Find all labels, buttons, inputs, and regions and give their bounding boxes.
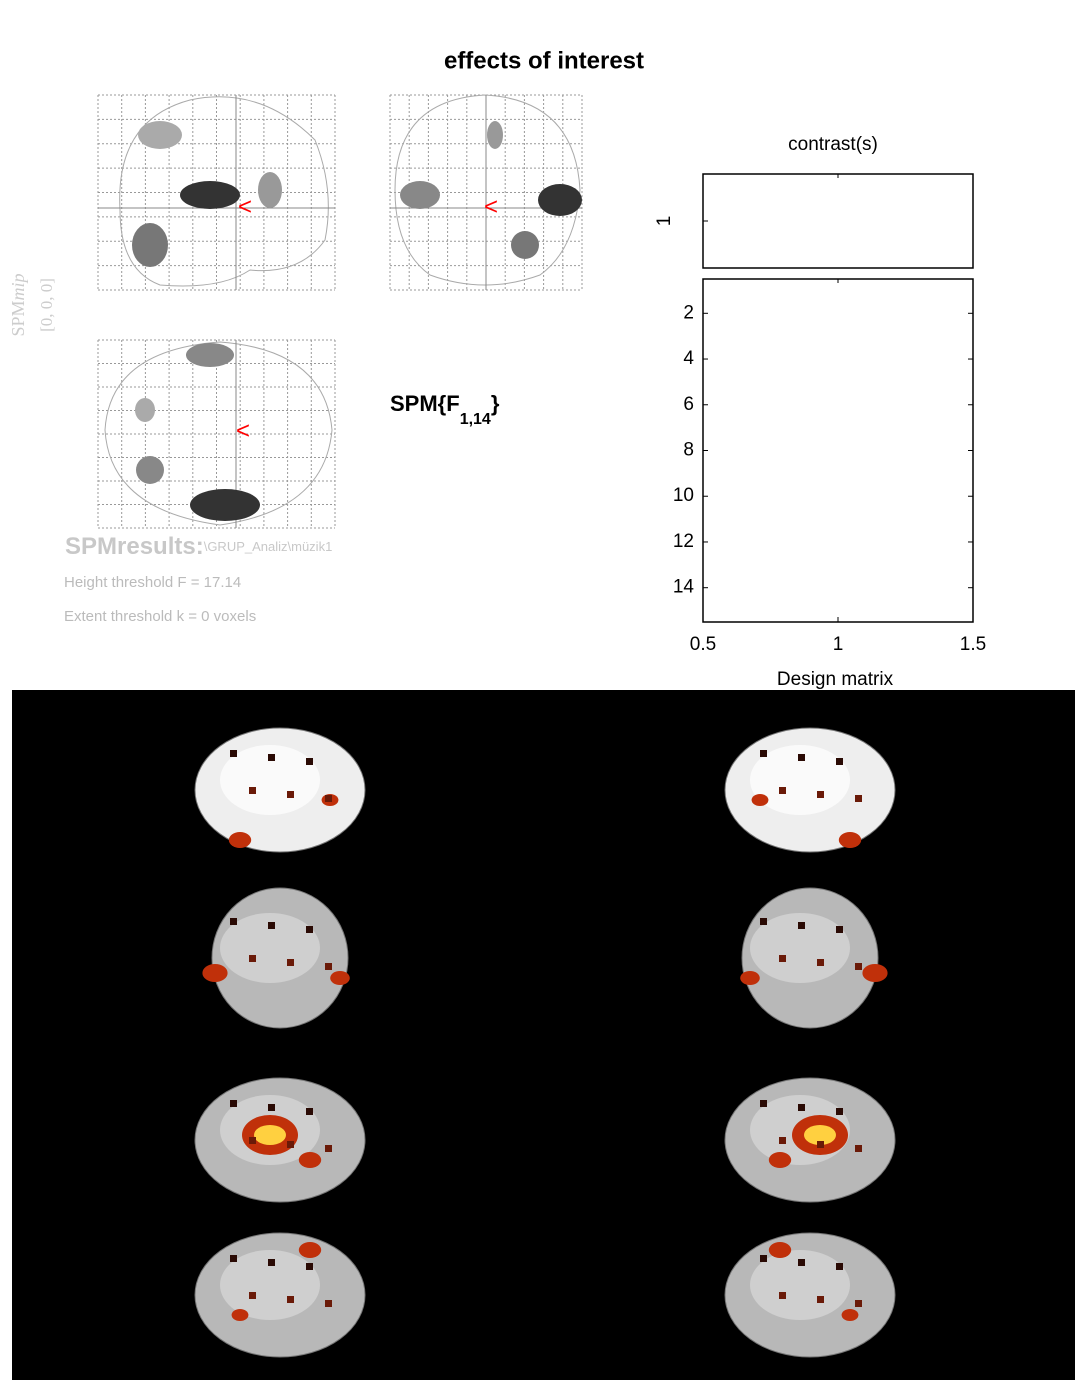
y-tick-label: 14 xyxy=(673,577,695,598)
activation-voxel xyxy=(325,963,332,970)
brain xyxy=(725,1233,895,1357)
activation-voxel xyxy=(287,959,294,966)
mip-label-italic: mip xyxy=(8,273,28,300)
activation-voxel xyxy=(325,795,332,802)
activation-voxel xyxy=(798,1104,805,1111)
activation xyxy=(299,1152,321,1168)
x-tick-label: 0.5 xyxy=(690,634,716,655)
activation-voxel xyxy=(779,1137,786,1144)
activation-voxel xyxy=(836,1263,843,1270)
y-tick-label: 8 xyxy=(683,440,694,461)
activation-voxel xyxy=(760,1100,767,1107)
brain xyxy=(195,1078,365,1202)
title: effects of interest xyxy=(444,47,644,74)
activation xyxy=(752,794,769,806)
activation-voxel xyxy=(836,1108,843,1115)
y-tick-label: 4 xyxy=(683,348,694,369)
activation-voxel xyxy=(287,1141,294,1148)
activation-voxel xyxy=(779,1292,786,1299)
activation-voxel xyxy=(230,750,237,757)
brain xyxy=(195,728,365,852)
activation-voxel xyxy=(249,1137,256,1144)
activation-voxel xyxy=(230,1100,237,1107)
mip-label-text: SPM xyxy=(8,300,28,336)
activation-voxel xyxy=(817,791,824,798)
activation xyxy=(842,1309,859,1321)
statistic-subscript: 1,14 xyxy=(460,411,491,428)
activation-voxel xyxy=(325,1145,332,1152)
activation-voxel xyxy=(836,758,843,765)
render-panel xyxy=(12,690,1075,1380)
activation-voxel xyxy=(855,1300,862,1307)
results-path: \GRUP_Analiz\müzik1 xyxy=(204,539,333,554)
activation-voxel xyxy=(268,1104,275,1111)
activation-voxel xyxy=(798,922,805,929)
activation-voxel xyxy=(798,1259,805,1266)
activation-voxel xyxy=(249,1292,256,1299)
activation xyxy=(232,1309,249,1321)
activation-voxel xyxy=(817,959,824,966)
activation-voxel xyxy=(306,926,313,933)
activation-voxel xyxy=(230,1255,237,1262)
mip-coords: [0, 0, 0] xyxy=(37,278,56,332)
activation xyxy=(839,832,861,848)
activation-voxel xyxy=(760,1255,767,1262)
activation-voxel xyxy=(817,1296,824,1303)
x-tick-label: 1 xyxy=(833,634,844,655)
activation-peak xyxy=(254,1125,286,1145)
contrast-title: contrast(s) xyxy=(788,134,878,155)
activation xyxy=(202,964,227,982)
activation xyxy=(299,1242,321,1258)
statistic-close: } xyxy=(491,391,500,416)
activation-voxel xyxy=(836,926,843,933)
activation-voxel xyxy=(306,758,313,765)
brain xyxy=(195,1233,365,1357)
activation xyxy=(862,964,887,982)
activation-voxel xyxy=(760,750,767,757)
activation-voxel xyxy=(855,1145,862,1152)
activation-voxel xyxy=(325,1300,332,1307)
activation-voxel xyxy=(306,1108,313,1115)
activation-voxel xyxy=(306,1263,313,1270)
activation-voxel xyxy=(817,1141,824,1148)
activation-voxel xyxy=(268,1259,275,1266)
svg-text:<: < xyxy=(238,193,252,220)
statistic-text: SPM{F xyxy=(390,391,460,416)
results-title-text: SPMresults: xyxy=(65,533,204,560)
svg-text:SPMmip: SPMmip xyxy=(8,273,28,336)
x-tick-label: 1.5 xyxy=(960,634,986,655)
activation-voxel xyxy=(779,787,786,794)
extent-threshold: Extent threshold k = 0 voxels xyxy=(64,608,256,625)
activation-voxel xyxy=(268,754,275,761)
activation-voxel xyxy=(798,754,805,761)
activation xyxy=(769,1242,791,1258)
activation xyxy=(229,832,251,848)
design-matrix-label: Design matrix xyxy=(777,669,894,690)
y-tick-label: 10 xyxy=(673,485,694,506)
y-tick-label: 2 xyxy=(683,302,694,323)
spm-window: effects of interest < < < SPMmip [0, 0, … xyxy=(0,0,1075,1380)
activation-voxel xyxy=(230,918,237,925)
y-tick-label: 12 xyxy=(673,531,694,552)
activation xyxy=(330,971,350,985)
y-tick-label: 6 xyxy=(683,394,694,415)
svg-text:<: < xyxy=(236,417,250,444)
activation-voxel xyxy=(779,955,786,962)
activation-voxel xyxy=(249,955,256,962)
activation-voxel xyxy=(249,787,256,794)
activation-voxel xyxy=(760,918,767,925)
contrast-tick-label: 1 xyxy=(654,216,675,227)
svg-text:<: < xyxy=(484,193,498,220)
activation-voxel xyxy=(855,963,862,970)
activation-voxel xyxy=(855,795,862,802)
activation-voxel xyxy=(268,922,275,929)
activation xyxy=(740,971,760,985)
activation xyxy=(769,1152,791,1168)
brain xyxy=(725,1078,895,1202)
activation-voxel xyxy=(287,1296,294,1303)
height-threshold: Height threshold F = 17.14 xyxy=(64,574,241,591)
brain xyxy=(725,728,895,852)
activation-voxel xyxy=(287,791,294,798)
